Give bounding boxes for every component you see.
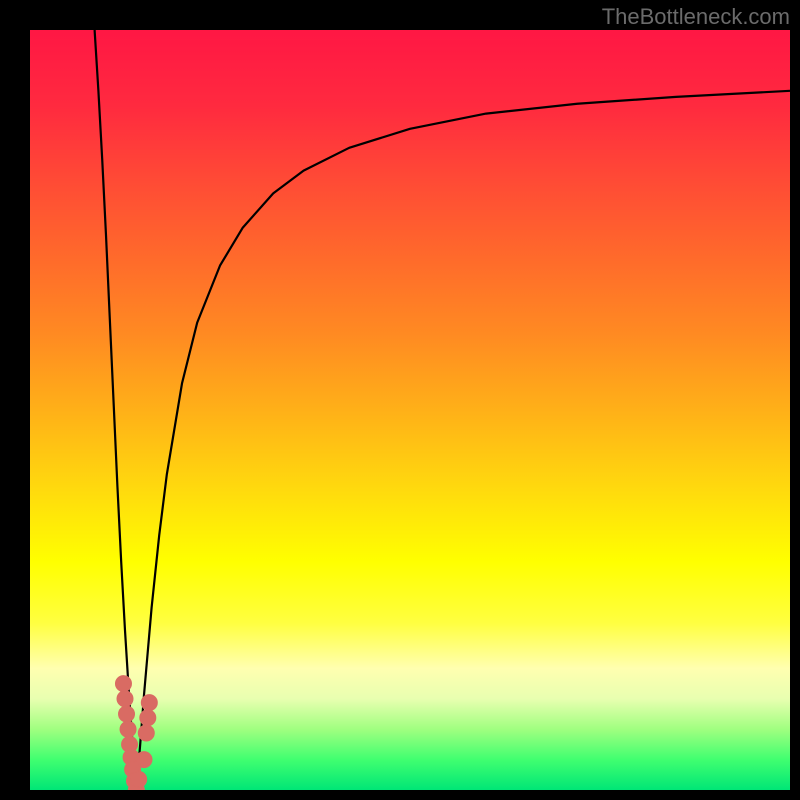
curve-marker xyxy=(141,695,157,711)
curve-marker xyxy=(120,721,136,737)
curve-marker xyxy=(136,752,152,768)
curve-marker xyxy=(131,771,147,787)
bottleneck-chart: TheBottleneck.com xyxy=(0,0,800,800)
curve-marker xyxy=(140,710,156,726)
curve-marker xyxy=(115,676,131,692)
curve-marker xyxy=(117,691,133,707)
watermark-text: TheBottleneck.com xyxy=(602,4,790,30)
curve-marker xyxy=(138,725,154,741)
chart-svg xyxy=(0,0,800,800)
plot-background xyxy=(30,30,790,790)
curve-marker xyxy=(119,706,135,722)
